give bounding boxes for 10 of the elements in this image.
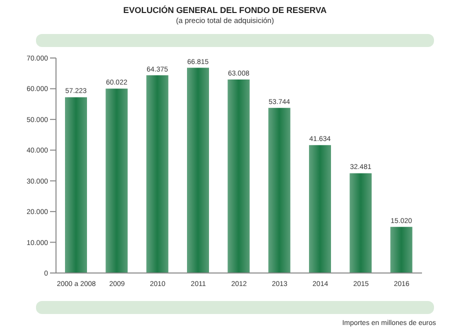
bar [350, 173, 372, 273]
bar [146, 75, 168, 273]
bar [228, 79, 250, 273]
bar [390, 226, 412, 273]
bar [65, 97, 87, 273]
bar [187, 68, 209, 273]
bar [106, 88, 128, 273]
chart-title: EVOLUCIÓN GENERAL DEL FONDO DE RESERVA [122, 5, 328, 15]
bar [268, 108, 290, 273]
bar [309, 145, 331, 273]
